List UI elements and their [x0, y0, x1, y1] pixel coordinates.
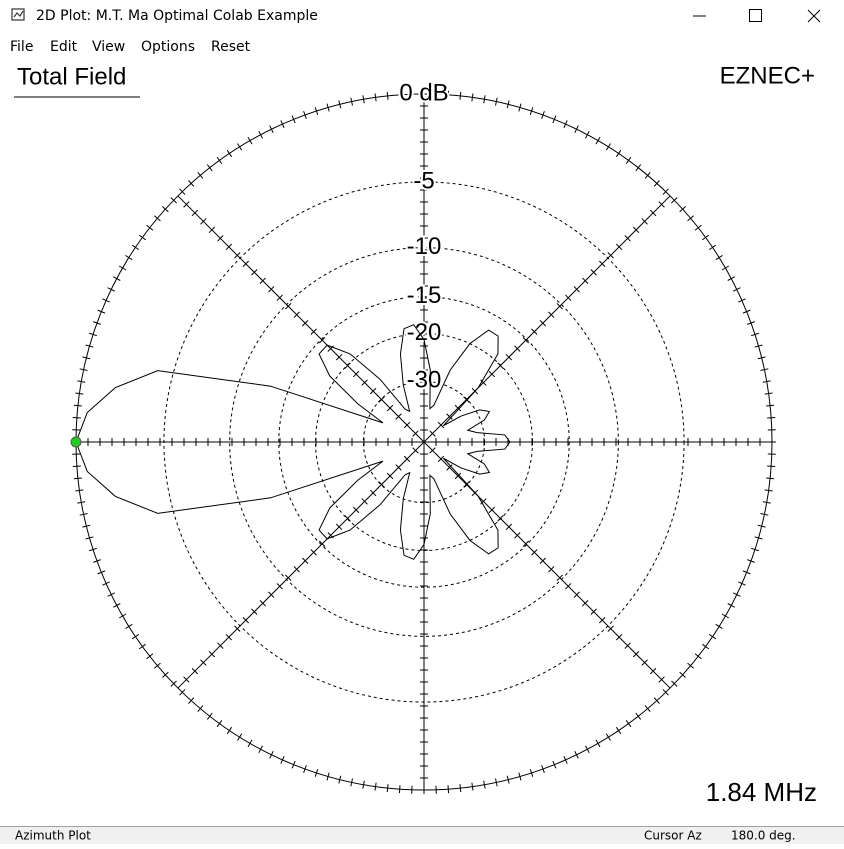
frequency: 1.84 MHz [706, 777, 817, 807]
menu-item[interactable]: View [92, 39, 125, 55]
status-cursor-label: Cursor Az [644, 829, 702, 843]
status-plot-type: Azimuth Plot [15, 829, 91, 843]
menu-item[interactable]: Edit [50, 39, 78, 55]
brand: EZNEC+ [720, 62, 815, 89]
menu-item[interactable]: Options [141, 39, 195, 55]
menu-item[interactable]: Reset [211, 39, 251, 55]
ring-label: -10 [407, 233, 442, 260]
status-cursor-value: 180.0 deg. [731, 829, 796, 843]
ring-label: -15 [407, 282, 442, 309]
menu-item[interactable]: File [10, 39, 33, 55]
menu-bar: File Edit View Options Reset [10, 39, 251, 55]
ring-label: -5 [413, 167, 434, 194]
ring-label: -30 [407, 367, 442, 394]
window-title: 2D Plot: M.T. Ma Optimal Colab Example [36, 8, 318, 24]
ring-label: 0 dB [399, 79, 448, 106]
plot-title: Total Field [17, 63, 126, 90]
cursor-marker [71, 437, 81, 447]
status-bar [0, 826, 844, 844]
